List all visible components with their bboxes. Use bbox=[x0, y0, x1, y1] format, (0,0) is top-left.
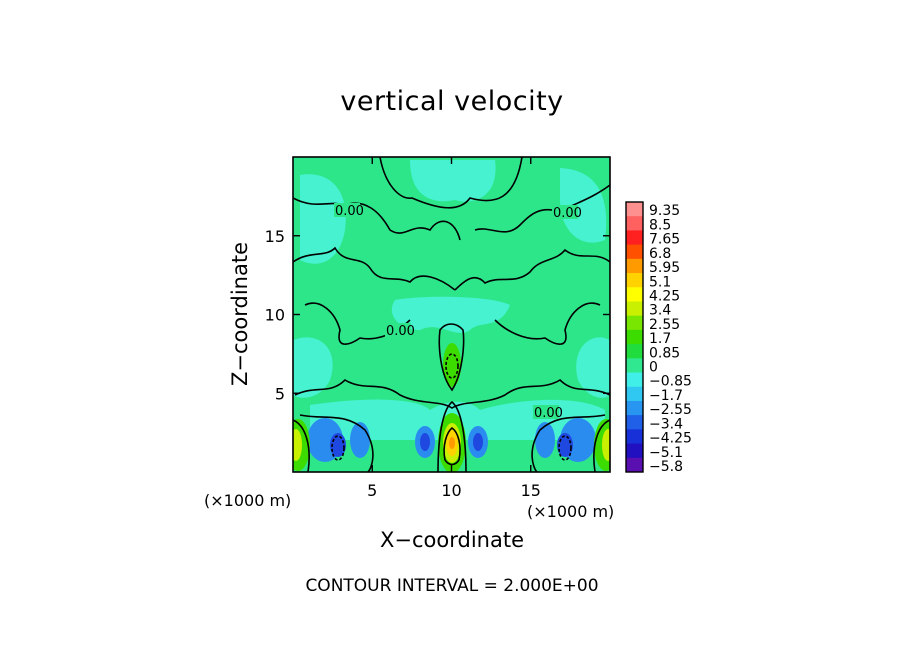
field-shading bbox=[293, 160, 610, 472]
colorbar-label: −4.25 bbox=[649, 431, 692, 447]
contour-line-16 bbox=[445, 353, 459, 379]
colorbar-swatch bbox=[626, 386, 643, 402]
field-region-high-5 bbox=[443, 343, 461, 387]
colorbar-label: 6.8 bbox=[649, 246, 671, 262]
colorbar-label: 1.7 bbox=[649, 331, 671, 347]
field-region-upper-left bbox=[300, 174, 346, 264]
colorbar-label: −2.55 bbox=[649, 402, 692, 418]
colorbar-label: −5.8 bbox=[649, 459, 683, 475]
colorbar-swatch bbox=[626, 244, 643, 260]
colorbar-swatch bbox=[626, 202, 643, 217]
colorbar-swatch bbox=[626, 457, 643, 473]
colorbar-label: 5.1 bbox=[649, 274, 671, 290]
colorbar: 9.358.57.656.85.955.14.253.42.551.70.850… bbox=[625, 201, 692, 475]
field-region-left-band bbox=[293, 337, 333, 398]
y-tick-label: 10 bbox=[265, 306, 285, 325]
contour-lines bbox=[293, 157, 610, 472]
contour-line-10 bbox=[299, 414, 374, 472]
field-region-low-3 bbox=[350, 422, 370, 458]
colorbar-label: 4.25 bbox=[649, 288, 680, 304]
contour-label: 0.00 bbox=[553, 206, 582, 221]
field-region-middle-center bbox=[391, 296, 510, 333]
field-region-upper-right bbox=[560, 168, 607, 243]
colorbar-label: −0.85 bbox=[649, 374, 692, 390]
contour-line-18 bbox=[558, 435, 572, 461]
contour-line-2 bbox=[293, 197, 461, 241]
contour-labels: 0.00 0.00 0.00 0.00 bbox=[334, 203, 582, 421]
contour-line-17 bbox=[331, 435, 345, 461]
contour-line-14 bbox=[293, 419, 310, 472]
colorbar-swatch bbox=[626, 344, 643, 359]
contour-label: 0.00 bbox=[534, 406, 563, 421]
contour-line-3 bbox=[474, 184, 610, 233]
colorbar-swatch bbox=[626, 358, 643, 374]
field-region-low-5 bbox=[420, 433, 430, 451]
field-region-upper-center bbox=[410, 160, 496, 202]
x-tick-label: 5 bbox=[367, 481, 377, 500]
y-tick-label: 15 bbox=[265, 227, 285, 246]
contour-label: 0.00 bbox=[386, 324, 415, 339]
colorbar-frame bbox=[625, 201, 644, 473]
axis-ticks: 5 10 15 5 10 15 bbox=[265, 157, 610, 500]
x-axis-unit-right: (×1000 m) bbox=[527, 502, 614, 521]
contour-line-13 bbox=[443, 427, 461, 466]
field-region-high-7 bbox=[293, 429, 302, 461]
colorbar-swatch bbox=[626, 273, 643, 288]
colorbar-swatch bbox=[626, 443, 643, 459]
field-region-high-9 bbox=[602, 429, 610, 461]
colorbar-label: −1.7 bbox=[649, 388, 683, 404]
x-tick-label: 10 bbox=[441, 481, 461, 500]
colorbar-swatch bbox=[626, 429, 643, 445]
field-region-high-4 bbox=[449, 437, 455, 449]
y-axis-label: Z−coordinate bbox=[228, 242, 252, 386]
colorbar-label: 2.55 bbox=[649, 317, 680, 333]
plot-area: 0.00 0.00 0.00 0.00 5 10 15 5 10 15 bbox=[265, 156, 611, 500]
colorbar-swatch bbox=[626, 216, 643, 231]
colorbar-label: −5.1 bbox=[649, 445, 683, 461]
colorbar-swatch bbox=[626, 400, 643, 416]
colorbar-label: 0.85 bbox=[649, 345, 680, 361]
contour-line-9 bbox=[294, 378, 610, 409]
colorbar-swatch bbox=[626, 415, 643, 430]
contour-line-4 bbox=[293, 246, 456, 291]
colorbar-label: 9.35 bbox=[649, 203, 680, 219]
contour-line-8 bbox=[438, 323, 465, 392]
colorbar-swatch bbox=[626, 301, 643, 317]
colorbar-swatch bbox=[626, 230, 643, 246]
colorbar-swatch bbox=[626, 287, 643, 302]
chart-title: vertical velocity bbox=[340, 86, 564, 117]
contour-line-12 bbox=[437, 400, 467, 472]
colorbar-label: 5.95 bbox=[649, 260, 680, 276]
field-region-low-7 bbox=[473, 433, 483, 451]
colorbar-label: 8.5 bbox=[649, 217, 671, 233]
colorbar-swatch bbox=[626, 315, 643, 331]
colorbar-swatch bbox=[626, 329, 643, 345]
colorbar-swatch bbox=[626, 372, 643, 388]
contour-line-7 bbox=[494, 302, 601, 345]
contour-interval-note: CONTOUR INTERVAL = 2.000E+00 bbox=[305, 576, 599, 596]
colorbar-label: 7.65 bbox=[649, 232, 680, 248]
contour-line-5 bbox=[454, 248, 610, 291]
colorbar-swatch bbox=[626, 258, 643, 274]
contour-line-1 bbox=[379, 157, 523, 209]
y-tick-label: 5 bbox=[275, 384, 285, 403]
colorbar-label: 0 bbox=[649, 360, 658, 376]
colorbar-label: 3.4 bbox=[649, 303, 671, 319]
x-axis-label: X−coordinate bbox=[380, 528, 524, 552]
contour-label: 0.00 bbox=[335, 204, 364, 219]
x-tick-label: 15 bbox=[521, 481, 541, 500]
x-axis-unit-left: (×1000 m) bbox=[204, 491, 291, 510]
field-region-low-8 bbox=[535, 422, 555, 458]
contour-line-15 bbox=[593, 419, 610, 472]
contour-line-11 bbox=[531, 414, 606, 472]
colorbar-label: −3.4 bbox=[649, 416, 683, 432]
field-region-right-band bbox=[576, 337, 610, 398]
